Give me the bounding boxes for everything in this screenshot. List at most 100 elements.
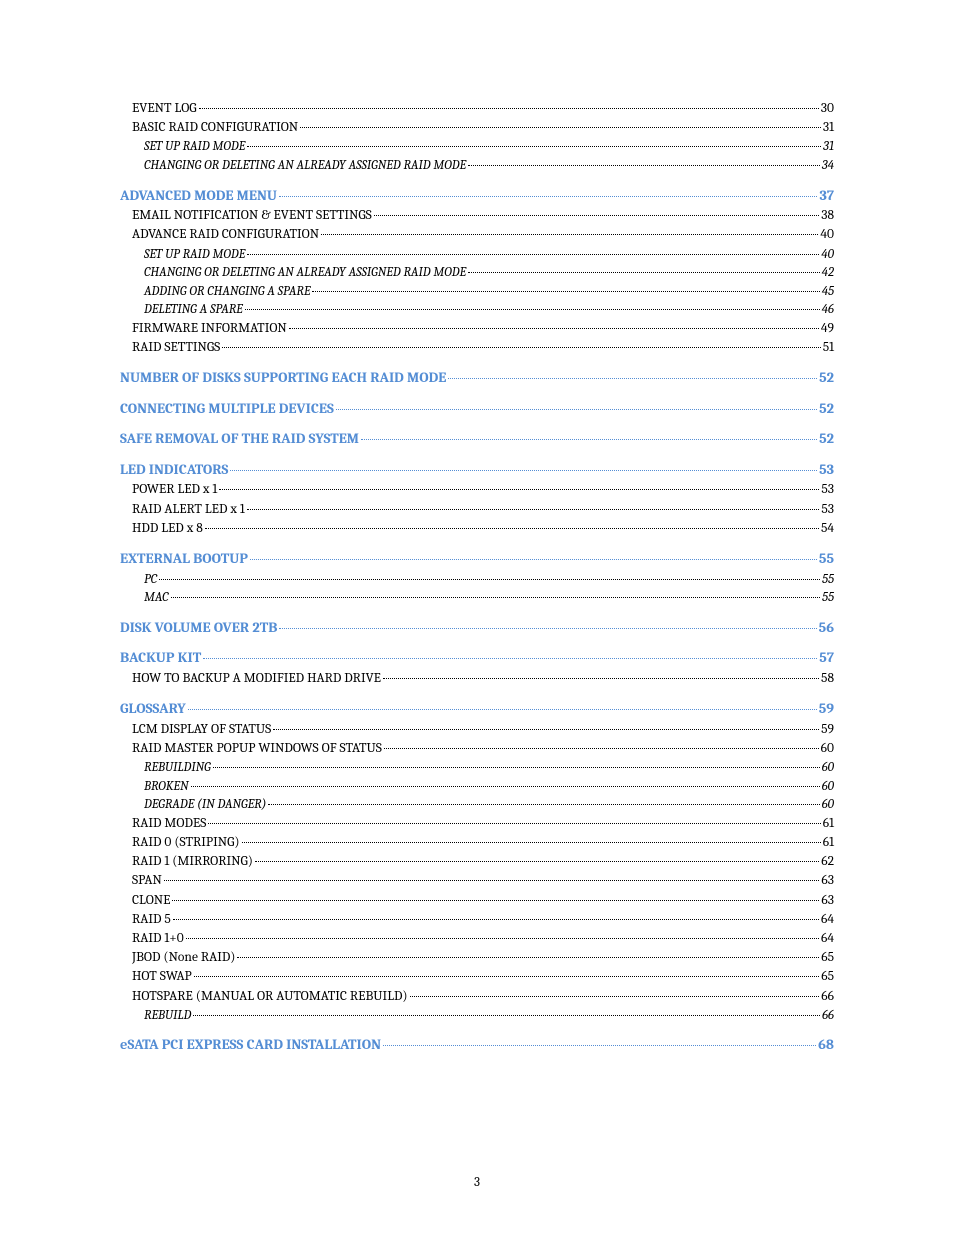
toc-page: 61 [823,834,834,852]
toc-page: 46 [822,301,834,319]
toc-title: HOT SWAP [132,968,192,986]
toc-entry[interactable]: DISK VOLUME OVER 2TB56 [120,618,834,638]
toc-leader [191,786,820,787]
toc-title: EVENT LOG [132,100,197,118]
toc-leader [199,108,819,109]
toc-entry[interactable]: eSATA PCI EXPRESS CARD INSTALLATION68 [120,1035,834,1055]
toc-entry[interactable]: RAID SETTINGS 51 [132,339,834,357]
toc-page: 63 [821,892,834,910]
toc-page: 60 [821,740,834,758]
toc-entry[interactable]: CONNECTING MULTIPLE DEVICES52 [120,399,834,419]
toc-leader [205,528,819,529]
toc-leader [172,900,819,901]
toc-entry[interactable]: RAID ALERT LED x 153 [132,501,834,519]
toc-page: 52 [819,368,834,388]
toc-leader [289,328,819,329]
toc-page: 45 [822,283,834,301]
toc-entry[interactable]: FIRMWARE INFORMATION49 [132,320,834,338]
toc-title: ADVANCE RAID CONFIGURATION [132,226,319,244]
table-of-contents: EVENT LOG30BASIC RAID CONFIGURATION31SET… [120,100,834,1055]
toc-page: 59 [819,699,834,719]
toc-entry[interactable]: JBOD (None RAID) 65 [132,949,834,967]
toc-page: 53 [821,481,834,499]
toc-entry[interactable]: MAC55 [144,589,834,607]
toc-title: RAID 5 [132,911,171,929]
toc-title: SPAN [132,872,162,890]
toc-title: HDD LED x 8 [132,520,203,538]
toc-entry[interactable]: CHANGING OR DELETING AN ALREADY ASSIGNED… [144,264,834,282]
toc-page: 31 [823,138,834,156]
toc-page: 52 [819,429,834,449]
toc-entry[interactable]: BACKUP KIT57 [120,648,834,668]
toc-entry[interactable]: PC55 [144,571,834,589]
toc-entry[interactable]: ADVANCED MODE MENU37 [120,186,834,206]
toc-page: 65 [821,949,834,967]
toc-leader [383,678,819,679]
toc-entry[interactable]: CHANGING OR DELETING AN ALREADY ASSIGNED… [144,157,834,175]
toc-entry[interactable]: POWER LED x 153 [132,481,834,499]
toc-leader [410,996,820,997]
toc-entry[interactable]: ADVANCE RAID CONFIGURATION 40 [132,226,834,244]
toc-title: RAID 1+0 [132,930,184,948]
toc-entry[interactable]: SET UP RAID MODE40 [144,246,834,264]
toc-title: EMAIL NOTIFICATION & EVENT SETTINGS [132,207,372,225]
toc-entry[interactable]: NUMBER OF DISKS SUPPORTING EACH RAID MOD… [120,368,834,388]
toc-entry[interactable]: RAID 564 [132,911,834,929]
toc-title: JBOD (None RAID) [132,949,235,967]
toc-title: SET UP RAID MODE [144,138,245,156]
toc-leader [383,1045,816,1046]
toc-title: RAID SETTINGS [132,339,220,357]
page: EVENT LOG30BASIC RAID CONFIGURATION31SET… [0,0,954,1235]
toc-entry[interactable]: GLOSSARY59 [120,699,834,719]
toc-title: LED INDICATORS [120,460,228,480]
toc-entry[interactable]: SPAN63 [132,872,834,890]
toc-title: DISK VOLUME OVER 2TB [120,618,277,638]
toc-entry[interactable]: HDD LED x 854 [132,520,834,538]
toc-entry[interactable]: RAID 0 (STRIPING)61 [132,834,834,852]
toc-page: 60 [822,759,834,777]
toc-entry[interactable]: LCM DISPLAY OF STATUS59 [132,721,834,739]
toc-entry[interactable]: EVENT LOG30 [132,100,834,118]
toc-title: MAC [144,589,169,607]
toc-leader [222,347,820,348]
toc-entry[interactable]: EXTERNAL BOOTUP55 [120,549,834,569]
toc-page: 51 [823,339,834,357]
toc-entry[interactable]: HOTSPARE (MANUAL OR AUTOMATIC REBUILD)66 [132,988,834,1006]
toc-leader [219,489,819,490]
toc-leader [468,165,820,166]
toc-entry[interactable]: DEGRADE (IN DANGER)60 [144,796,834,814]
toc-entry[interactable]: BROKEN60 [144,778,834,796]
toc-page: 40 [821,246,834,264]
toc-entry[interactable]: REBUILD66 [144,1007,834,1025]
toc-entry[interactable]: DELETING A SPARE 46 [144,301,834,319]
toc-entry[interactable]: RAID 1+0 64 [132,930,834,948]
toc-title: FIRMWARE INFORMATION [132,320,287,338]
toc-entry[interactable]: RAID MASTER POPUP WINDOWS OF STATUS60 [132,740,834,758]
toc-entry[interactable]: SET UP RAID MODE 31 [144,138,834,156]
toc-leader [247,146,821,147]
toc-entry[interactable]: ADDING OR CHANGING A SPARE45 [144,283,834,301]
toc-leader [374,215,819,216]
toc-entry[interactable]: RAID 1 (MIRRORING)62 [132,853,834,871]
toc-leader [188,709,817,710]
toc-leader [171,597,821,598]
toc-title: RAID MODES [132,815,206,833]
toc-entry[interactable]: HOW TO BACKUP A MODIFIED HARD DRIVE58 [132,670,834,688]
toc-entry[interactable]: SAFE REMOVAL OF THE RAID SYSTEM52 [120,429,834,449]
toc-page: 64 [821,930,834,948]
toc-entry[interactable]: REBUILDING60 [144,759,834,777]
toc-entry[interactable]: BASIC RAID CONFIGURATION31 [132,119,834,137]
toc-leader [193,1015,820,1016]
toc-page: 60 [822,778,834,796]
toc-entry[interactable]: LED INDICATORS53 [120,460,834,480]
toc-page: 40 [820,226,834,244]
toc-leader [468,272,820,273]
toc-title: DEGRADE (IN DANGER) [144,796,266,814]
toc-title: LCM DISPLAY OF STATUS [132,721,271,739]
toc-entry[interactable]: CLONE63 [132,892,834,910]
toc-entry[interactable]: EMAIL NOTIFICATION & EVENT SETTINGS38 [132,207,834,225]
toc-title: RAID ALERT LED x 1 [132,501,245,519]
toc-title: DELETING A SPARE [144,301,243,319]
toc-entry[interactable]: HOT SWAP65 [132,968,834,986]
toc-entry[interactable]: RAID MODES61 [132,815,834,833]
